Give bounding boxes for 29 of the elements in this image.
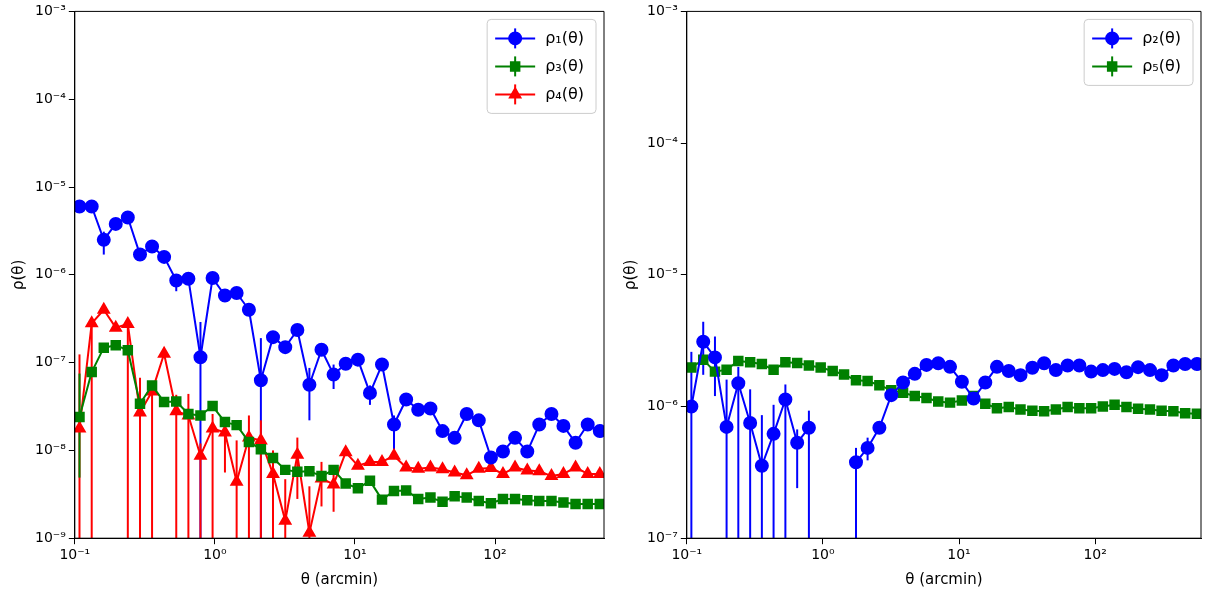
y-tick-label: 10⁻⁵	[646, 265, 678, 282]
x-axis-title: θ (arcmin)	[300, 569, 379, 588]
legend-label: ρ₃(θ)	[545, 55, 584, 75]
y-tick-label: 10⁻⁸	[34, 441, 67, 458]
x-axis-title: θ (arcmin)	[905, 569, 983, 588]
legend-label: ρ₁(θ)	[545, 27, 584, 47]
x-tick-label: 10⁰	[811, 546, 836, 563]
y-tick-label: 10⁻⁷	[646, 528, 678, 545]
x-tick-label: 10²	[1083, 546, 1107, 563]
x-tick-label: 10¹	[343, 546, 367, 563]
y-tick-label: 10⁻⁴	[34, 89, 67, 106]
x-tick-label: 10⁻¹	[59, 546, 91, 563]
x-tick-label: 10⁻¹	[671, 546, 703, 563]
x-tick-label: 10⁰	[203, 546, 227, 563]
legend-label: ρ₅(θ)	[1142, 55, 1181, 75]
x-tick-label: 10²	[483, 546, 507, 563]
y-tick-label: 10⁻⁵	[34, 177, 66, 194]
y-tick-label: 10⁻⁷	[34, 353, 66, 370]
y-tick-label: 10⁻⁴	[646, 133, 679, 150]
y-tick-label: 10⁻³	[646, 2, 678, 19]
legend-label: ρ₄(θ)	[545, 83, 584, 103]
y-tick-label: 10⁻⁹	[34, 528, 67, 545]
legend-label: ρ₂(θ)	[1142, 27, 1181, 47]
x-tick-label: 10¹	[947, 546, 971, 563]
y-tick-label: 10⁻³	[34, 2, 66, 19]
y-axis-title: ρ(θ)	[8, 259, 27, 290]
y-axis-title: ρ(θ)	[620, 259, 639, 290]
y-tick-label: 10⁻⁶	[646, 397, 679, 414]
y-tick-label: 10⁻⁶	[34, 265, 67, 282]
